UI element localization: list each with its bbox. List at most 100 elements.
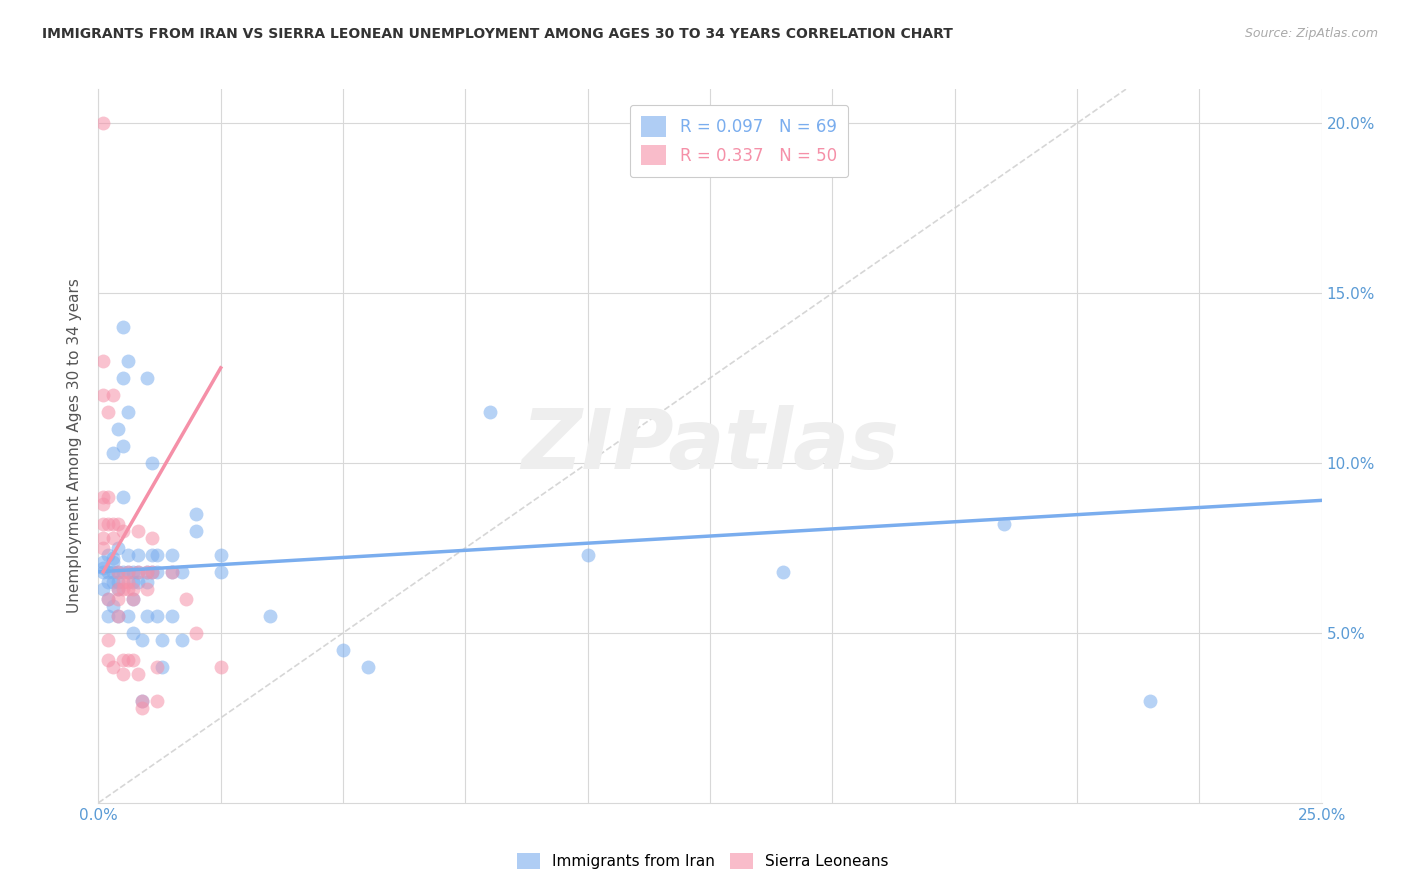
Point <box>136 582 159 596</box>
Point <box>131 694 153 708</box>
Point <box>97 574 120 589</box>
Point <box>91 531 114 545</box>
Point <box>117 354 139 368</box>
Point <box>91 561 114 575</box>
Point <box>101 551 124 566</box>
Point <box>101 531 124 545</box>
Point <box>91 541 114 555</box>
Point <box>127 548 149 562</box>
Point <box>107 608 129 623</box>
Point <box>136 371 159 385</box>
Point <box>97 490 120 504</box>
Point <box>111 320 134 334</box>
Point <box>121 582 143 596</box>
Legend: R = 0.097   N = 69, R = 0.337   N = 50: R = 0.097 N = 69, R = 0.337 N = 50 <box>630 104 848 177</box>
Point <box>117 548 139 562</box>
Point <box>146 608 169 623</box>
Point <box>117 405 139 419</box>
Point <box>111 653 134 667</box>
Point <box>127 524 149 538</box>
Point <box>107 422 129 436</box>
Point <box>127 574 149 589</box>
Point <box>170 632 193 647</box>
Point <box>107 565 129 579</box>
Point <box>101 599 124 613</box>
Point <box>176 591 198 606</box>
Point <box>117 653 139 667</box>
Point <box>91 517 114 532</box>
Point <box>127 565 149 579</box>
Point <box>146 565 169 579</box>
Point <box>97 548 120 562</box>
Point <box>160 565 183 579</box>
Point <box>1139 694 1161 708</box>
Point <box>259 608 281 623</box>
Point <box>107 517 129 532</box>
Point <box>97 565 120 579</box>
Point <box>141 548 163 562</box>
Point <box>186 507 208 521</box>
Point <box>107 565 129 579</box>
Point <box>117 565 139 579</box>
Point <box>107 574 129 589</box>
Point <box>91 555 114 569</box>
Point <box>107 582 129 596</box>
Point <box>107 541 129 555</box>
Point <box>136 608 159 623</box>
Point <box>97 591 120 606</box>
Point <box>478 405 501 419</box>
Point <box>91 565 114 579</box>
Point <box>101 660 124 674</box>
Point <box>101 574 124 589</box>
Point <box>121 574 143 589</box>
Point <box>576 548 599 562</box>
Point <box>91 497 114 511</box>
Point <box>186 524 208 538</box>
Point <box>141 565 163 579</box>
Point <box>111 574 134 589</box>
Point <box>97 608 120 623</box>
Point <box>107 608 129 623</box>
Text: ZIPatlas: ZIPatlas <box>522 406 898 486</box>
Point <box>209 660 232 674</box>
Point <box>772 565 794 579</box>
Point <box>141 531 163 545</box>
Point <box>111 582 134 596</box>
Point <box>160 608 183 623</box>
Point <box>993 517 1015 532</box>
Point <box>97 591 120 606</box>
Point <box>121 591 143 606</box>
Point <box>127 565 149 579</box>
Point <box>117 582 139 596</box>
Point <box>146 548 169 562</box>
Point <box>97 405 120 419</box>
Legend: Immigrants from Iran, Sierra Leoneans: Immigrants from Iran, Sierra Leoneans <box>510 847 896 875</box>
Point <box>101 388 124 402</box>
Point <box>136 565 159 579</box>
Point <box>111 565 134 579</box>
Point <box>121 653 143 667</box>
Point <box>141 456 163 470</box>
Point <box>97 517 120 532</box>
Point <box>160 565 183 579</box>
Point <box>97 632 120 647</box>
Point <box>136 574 159 589</box>
Point <box>136 565 159 579</box>
Point <box>111 490 134 504</box>
Point <box>107 591 129 606</box>
Point <box>117 565 139 579</box>
Point <box>91 116 114 130</box>
Point <box>91 582 114 596</box>
Point <box>146 660 169 674</box>
Point <box>111 666 134 681</box>
Point <box>111 439 134 453</box>
Point <box>131 700 153 714</box>
Text: Source: ZipAtlas.com: Source: ZipAtlas.com <box>1244 27 1378 40</box>
Point <box>146 694 169 708</box>
Point <box>117 608 139 623</box>
Point <box>91 490 114 504</box>
Text: IMMIGRANTS FROM IRAN VS SIERRA LEONEAN UNEMPLOYMENT AMONG AGES 30 TO 34 YEARS CO: IMMIGRANTS FROM IRAN VS SIERRA LEONEAN U… <box>42 27 953 41</box>
Point <box>107 582 129 596</box>
Point <box>117 574 139 589</box>
Point <box>101 555 124 569</box>
